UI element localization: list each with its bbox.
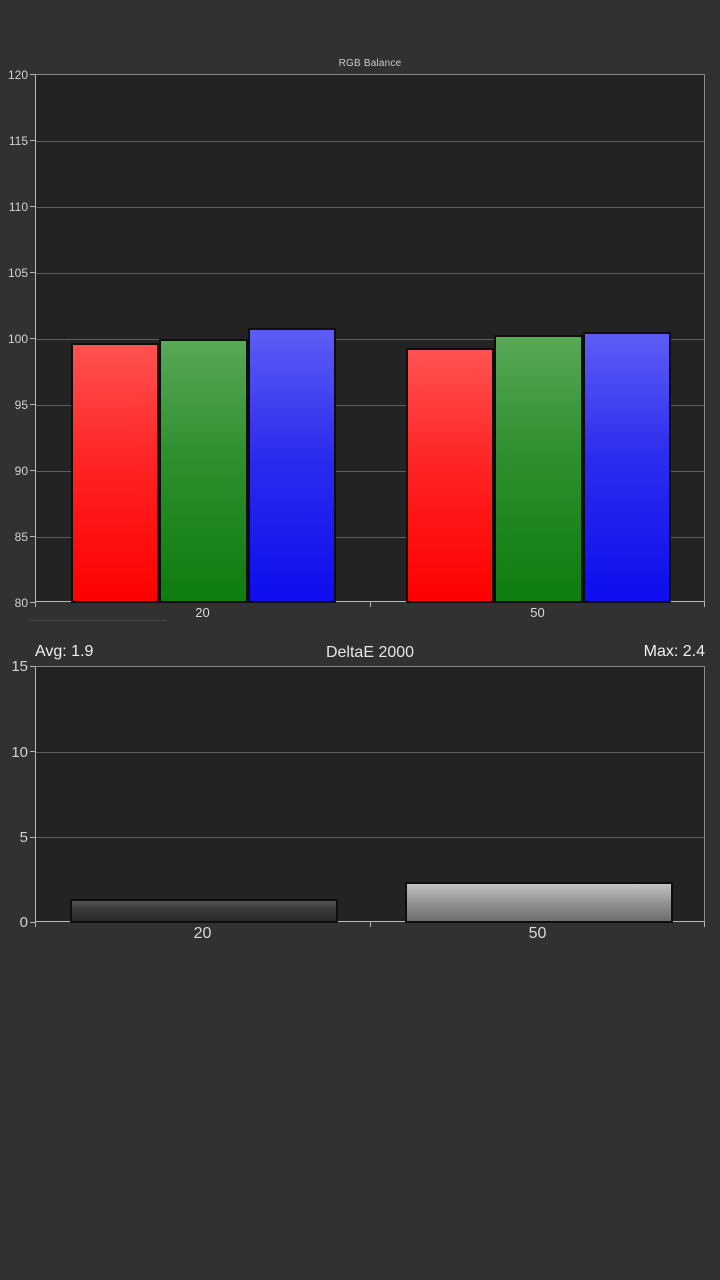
ytick-mark-80 (30, 602, 35, 603)
deltae-avg-label: Avg: 1.9 (35, 643, 94, 660)
gridline-y-110 (36, 206, 704, 208)
ytick-mark-100 (30, 338, 35, 339)
xtick-mark-0 (35, 922, 36, 927)
deltae-chart-title: DeltaE 2000 (325, 644, 415, 661)
ytick-label-85: 85 (14, 529, 28, 544)
ytick-mark-0 (30, 922, 35, 923)
gridline-y-5 (36, 837, 704, 839)
ytick-label-0: 0 (19, 914, 28, 932)
ytick-mark-90 (30, 470, 35, 471)
ytick-label-120: 120 (7, 67, 28, 82)
xtick-mark-1 (370, 602, 371, 607)
ytick-mark-120 (30, 74, 35, 75)
rgb-balance-chart-title: RGB Balance (338, 58, 402, 69)
ytick-mark-110 (30, 206, 35, 207)
xtick-label-50: 50 (530, 605, 545, 620)
ytick-label-100: 100 (7, 331, 28, 346)
ytick-label-105: 105 (7, 265, 28, 280)
deltae-plot-area (35, 666, 705, 923)
deltae-max-label: Max: 2.4 (643, 643, 705, 660)
ytick-mark-115 (30, 140, 35, 141)
xtick-label-20: 20 (193, 925, 212, 942)
ytick-mark-105 (30, 272, 35, 273)
ytick-mark-95 (30, 404, 35, 405)
gridline-y-105 (36, 272, 704, 274)
bar-green-50 (494, 335, 583, 603)
gridline-y-90 (36, 470, 704, 472)
bar-red-50 (405, 348, 495, 603)
gridline-y-95 (36, 404, 704, 406)
gridline-y-85 (36, 536, 704, 538)
bar-red-20 (70, 342, 160, 603)
xtick-mark-2 (704, 922, 705, 927)
xtick-label-50: 50 (528, 925, 547, 942)
ytick-label-95: 95 (14, 397, 28, 412)
bar-green-20 (159, 339, 248, 603)
bar-value-50 (404, 882, 673, 923)
ytick-label-110: 110 (8, 199, 28, 214)
xtick-mark-0 (35, 602, 36, 607)
divider-line (28, 620, 167, 621)
ytick-mark-15 (30, 666, 35, 667)
gridline-y-115 (36, 140, 704, 142)
ytick-mark-5 (30, 836, 35, 838)
bar-blue-50 (582, 332, 672, 603)
gridline-y-100 (36, 338, 704, 340)
xtick-label-20: 20 (195, 605, 210, 620)
xtick-mark-1 (370, 922, 371, 927)
bar-value-20 (69, 899, 338, 923)
rgb-balance-plot-area (35, 74, 705, 603)
ytick-label-90: 90 (14, 463, 28, 478)
ytick-label-10: 10 (11, 743, 28, 761)
ytick-label-15: 15 (11, 658, 28, 676)
ytick-mark-10 (30, 751, 35, 753)
ytick-mark-85 (30, 536, 35, 537)
ytick-label-5: 5 (19, 828, 28, 846)
xtick-mark-2 (704, 602, 705, 607)
ytick-label-80: 80 (14, 595, 28, 610)
gridline-y-10 (36, 751, 704, 753)
bar-blue-20 (247, 328, 337, 603)
ytick-label-115: 115 (8, 133, 28, 148)
